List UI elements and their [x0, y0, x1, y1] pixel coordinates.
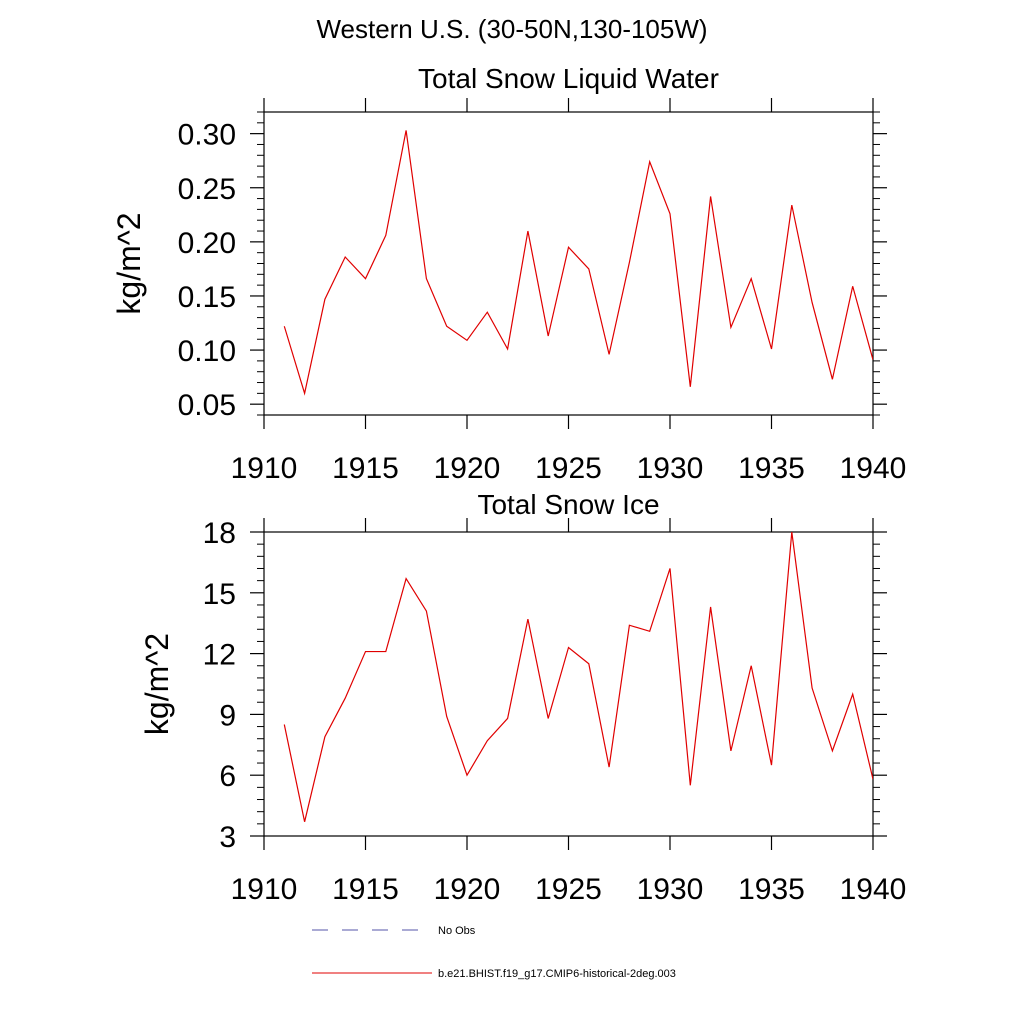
x-tick-label: 1910: [231, 873, 298, 906]
y-tick-label: 9: [219, 699, 236, 732]
chart-panel-2: Total Snow Ice 1910 1915 1920 1925 1930 1935 19…: [139, 489, 906, 906]
x-tick-label: 1940: [840, 873, 907, 906]
x-tick-label: 1925: [535, 873, 602, 906]
y-axis-label: kg/m^2: [139, 633, 175, 735]
y-tick-label: 0.20: [178, 227, 236, 260]
x-tick-label: 1915: [332, 452, 399, 485]
y-tick-label: 6: [219, 760, 236, 793]
page-title: Western U.S. (30-50N,130-105W): [316, 14, 708, 44]
plot-frame: [263, 111, 874, 416]
y-tick-label: 3: [219, 821, 236, 854]
y-tick-label: 15: [203, 578, 236, 611]
y-tick-label: 0.30: [178, 119, 236, 152]
legend-label-2: b.e21.BHIST.f19_g17.CMIP6-historical-2de…: [438, 968, 676, 980]
series-line-1: [283, 130, 873, 396]
y-tick-label: 0.15: [178, 281, 236, 314]
legend-label-1: No Obs: [438, 925, 476, 937]
chart-panel-1: Total Snow Liquid Water 1910 1915 1920 1925 1…: [111, 63, 906, 485]
x-tick-label: 1935: [738, 452, 805, 485]
x-tick-label: 1910: [231, 452, 298, 485]
x-tick-label: 1930: [637, 452, 704, 485]
x-tick-label: 1920: [434, 452, 501, 485]
y-tick-label: 0.25: [178, 173, 236, 206]
x-tick-label: 1920: [434, 873, 501, 906]
x-tick-label: 1940: [840, 452, 907, 485]
plot-frame: [263, 531, 874, 837]
chart-title: Total Snow Liquid Water: [418, 63, 719, 94]
x-tick-label: 1935: [738, 873, 805, 906]
x-tick-label: 1925: [535, 452, 602, 485]
y-tick-label: 12: [203, 639, 236, 672]
series-line-1: [283, 532, 873, 822]
y-tick-label: 0.10: [178, 335, 236, 368]
y-tick-label: 18: [203, 517, 236, 550]
y-tick-label: 0.05: [178, 389, 236, 422]
legend: No Obs b.e21.BHIST.f19_g17.CMIP6-historic…: [312, 925, 676, 980]
chart-title: Total Snow Ice: [477, 489, 659, 520]
x-tick-label: 1930: [637, 873, 704, 906]
y-axis-label: kg/m^2: [111, 212, 147, 314]
x-tick-label: 1915: [332, 873, 399, 906]
